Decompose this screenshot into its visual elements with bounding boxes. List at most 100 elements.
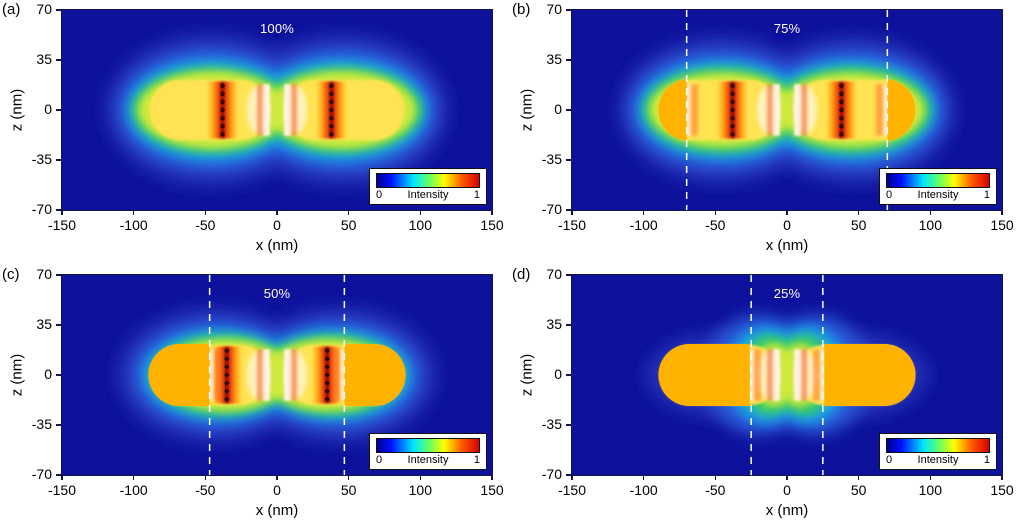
z-tick-label: 0	[44, 366, 52, 382]
colorbar-min-label: 0	[886, 454, 893, 466]
z-tick-mark	[566, 9, 571, 11]
field-band	[801, 349, 808, 401]
field-band	[772, 84, 780, 136]
x-axis-label: x (nm)	[765, 237, 809, 254]
hotspot-dot	[329, 115, 334, 121]
field-band	[213, 349, 222, 401]
hotspot-dot	[324, 372, 330, 378]
x-axis-label: x (nm)	[765, 502, 809, 519]
hotspot-dot	[224, 380, 230, 386]
x-tick-mark	[642, 210, 645, 215]
field-band	[284, 84, 292, 136]
field-band	[772, 349, 780, 401]
x-tick-mark	[571, 475, 573, 480]
z-tick-label: 70	[546, 266, 562, 282]
x-tick-label: 100	[918, 482, 942, 498]
z-tick-mark	[566, 474, 571, 476]
colorbar-gradient	[886, 438, 990, 453]
field-band	[766, 349, 773, 401]
x-tick-label: -100	[119, 217, 148, 233]
z-tick-mark	[566, 209, 571, 211]
colorbar: 0 Intensity 1	[369, 433, 487, 470]
z-tick-label: 70	[546, 1, 562, 17]
hotspot-dot	[730, 83, 735, 88]
colorbar-labels: 0 Intensity 1	[376, 453, 480, 468]
z-tick-mark	[56, 274, 61, 276]
field-band	[332, 349, 341, 401]
hotspot-dot	[730, 99, 735, 105]
field-band	[801, 84, 808, 136]
coverage-label: 100%	[259, 21, 295, 36]
x-tick-label: 100	[408, 482, 432, 498]
hotspot-dot	[324, 380, 330, 386]
x-tick-label: 50	[340, 217, 357, 233]
z-tick-label: -70	[31, 201, 52, 217]
z-tick-mark	[566, 59, 571, 61]
colorbar-gradient	[376, 173, 480, 188]
z-tick-label: 0	[554, 366, 562, 382]
colorbar-gradient	[886, 173, 990, 188]
panel-letter: (d)	[512, 266, 531, 283]
field-band	[340, 349, 345, 401]
hotspot-dot	[839, 115, 844, 121]
colorbar-title: Intensity	[407, 454, 449, 466]
x-tick-label: -100	[629, 217, 658, 233]
x-tick-label: 150	[990, 217, 1014, 233]
x-tick-mark	[491, 475, 493, 480]
field-band	[812, 349, 820, 401]
hotspot-dot	[839, 83, 844, 88]
x-tick-label: 50	[850, 217, 867, 233]
hotspot-dot	[220, 91, 225, 97]
x-tick-label: 150	[480, 482, 504, 498]
hotspot-dot	[730, 132, 735, 137]
z-tick-mark	[566, 159, 571, 161]
hotspot-dot	[329, 107, 334, 113]
z-tick-mark	[566, 374, 571, 376]
panel-letter: (c)	[2, 266, 20, 283]
x-tick-label: 150	[990, 482, 1014, 498]
field-band	[883, 84, 888, 136]
x-tick-label: 0	[783, 217, 791, 233]
z-tick-label: 35	[546, 51, 562, 67]
x-tick-mark	[419, 210, 422, 215]
colorbar-labels: 0 Intensity 1	[886, 188, 990, 203]
x-tick-mark	[61, 210, 63, 215]
x-tick-mark	[571, 210, 573, 215]
x-tick-mark	[857, 475, 860, 480]
hotspot-dot	[224, 388, 230, 394]
x-tick-mark	[1001, 475, 1003, 480]
x-axis-label: x (nm)	[255, 502, 299, 519]
z-tick-label: -35	[31, 151, 52, 167]
z-tick-label: -70	[541, 201, 562, 217]
z-tick-label: 0	[554, 101, 562, 117]
colorbar-title: Intensity	[917, 189, 959, 201]
x-tick-mark	[204, 475, 207, 480]
z-tick-label: -35	[31, 416, 52, 432]
hotspot-dot	[839, 123, 844, 129]
hotspot-dot	[324, 348, 330, 353]
z-tick-mark	[56, 424, 61, 426]
heatmap-canvas	[62, 275, 492, 475]
x-tick-label: -50	[195, 217, 216, 233]
x-tick-mark	[857, 210, 860, 215]
hotspot-dot	[839, 107, 844, 113]
x-tick-mark	[419, 475, 422, 480]
hotspot-dot	[839, 91, 844, 97]
hotspot-dot	[730, 115, 735, 121]
z-tick-mark	[56, 209, 61, 211]
z-tick-label: 0	[44, 101, 52, 117]
hotspot-dot	[730, 91, 735, 97]
x-axis-label: x (nm)	[255, 237, 299, 254]
x-tick-mark	[786, 475, 788, 480]
z-tick-label: -35	[541, 416, 562, 432]
hotspot-dot	[324, 364, 330, 370]
x-tick-label: -150	[47, 217, 77, 233]
x-tick-mark	[1001, 210, 1003, 215]
x-tick-mark	[714, 210, 717, 215]
field-band	[754, 349, 762, 401]
field-band	[690, 84, 699, 136]
x-tick-label: 0	[783, 482, 791, 498]
z-tick-mark	[56, 59, 61, 61]
hotspot-dot	[220, 83, 225, 88]
